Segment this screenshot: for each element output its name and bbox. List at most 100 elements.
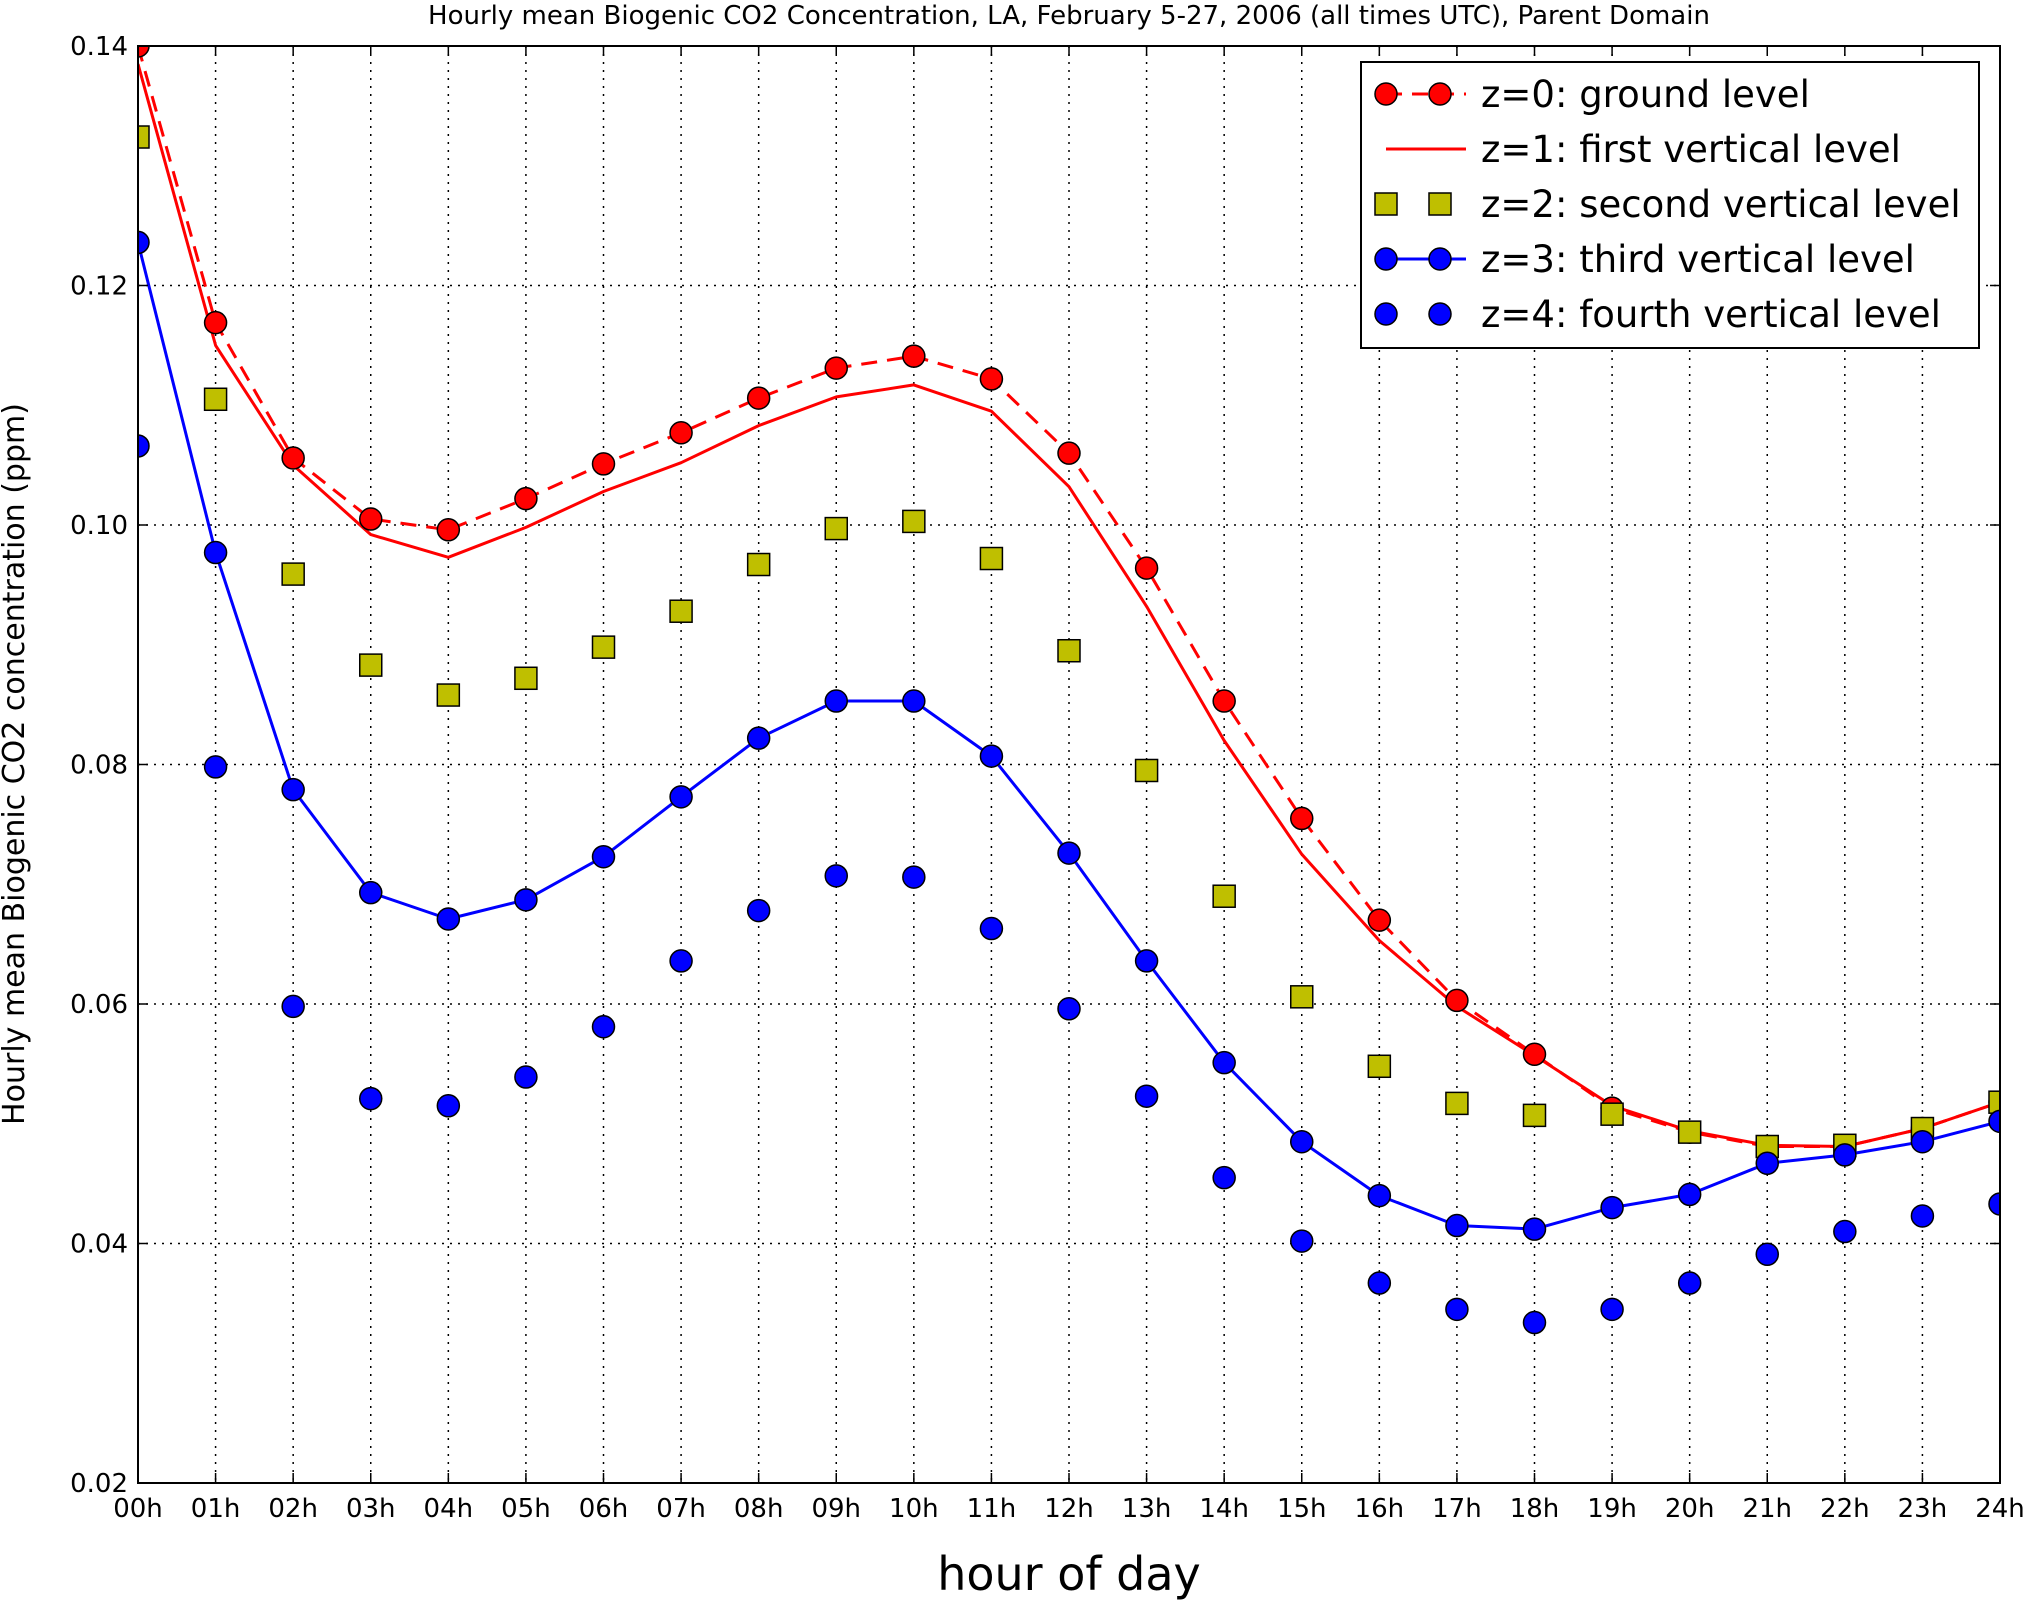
data-point xyxy=(281,994,305,1019)
data-point xyxy=(746,386,771,410)
data-point xyxy=(359,1086,383,1111)
data-point xyxy=(591,844,616,869)
legend-marker xyxy=(1428,247,1452,271)
data-point xyxy=(1522,1042,1547,1067)
data-point xyxy=(979,546,1004,571)
y-tick-label: 0.10 xyxy=(70,511,128,541)
x-tick-label: 08h xyxy=(734,1494,784,1524)
data-point xyxy=(746,726,771,750)
data-point xyxy=(1134,758,1159,783)
data-point xyxy=(1445,1213,1469,1238)
data-point xyxy=(1134,556,1159,580)
x-tick-label: 00h xyxy=(113,1494,163,1524)
data-point xyxy=(669,785,693,809)
data-point xyxy=(1988,1109,2000,1134)
data-point xyxy=(1677,1182,1702,1207)
data-point xyxy=(1057,841,1081,865)
legend-frame xyxy=(1360,61,1980,349)
x-tick-label: 14h xyxy=(1199,1494,1249,1524)
data-point xyxy=(1367,1183,1392,1208)
data-point xyxy=(902,689,926,713)
x-tick-label: 03h xyxy=(346,1494,396,1524)
data-point xyxy=(1290,1229,1314,1253)
y-tick-label: 0.02 xyxy=(70,1469,128,1499)
x-tick-label: 22h xyxy=(1820,1494,1870,1524)
x-tick-label: 13h xyxy=(1122,1494,1172,1524)
data-point xyxy=(979,916,1004,941)
x-tick-label: 21h xyxy=(1742,1494,1792,1524)
data-point xyxy=(203,755,228,779)
data-point xyxy=(824,689,848,713)
x-tick-label: 12h xyxy=(1044,1494,1094,1524)
data-point xyxy=(1290,806,1314,831)
legend-entry: z=2: second vertical level xyxy=(1374,183,1961,226)
legend-label: z=4: fourth vertical level xyxy=(1481,293,1941,336)
data-point xyxy=(591,452,616,476)
data-point xyxy=(1677,1271,1702,1295)
data-point xyxy=(359,880,383,905)
x-axis-label: hour of day xyxy=(937,1547,1201,1601)
data-point xyxy=(1057,638,1081,663)
data-point xyxy=(1988,1192,2000,1216)
series-4 xyxy=(138,434,2000,1335)
x-tick-label: 15h xyxy=(1277,1494,1327,1524)
data-point xyxy=(514,1065,538,1089)
legend-label: z=3: third vertical level xyxy=(1481,238,1915,281)
legend-marker xyxy=(1428,302,1452,326)
data-point xyxy=(979,367,1004,391)
legend-marker xyxy=(1374,247,1398,271)
data-point xyxy=(203,387,228,412)
x-tick-label: 11h xyxy=(967,1494,1017,1524)
data-point xyxy=(902,865,926,889)
data-point xyxy=(281,446,305,470)
legend-marker xyxy=(1428,82,1452,106)
legend-label: z=1: first vertical level xyxy=(1481,128,1901,171)
data-point xyxy=(138,434,150,458)
legend-label: z=2: second vertical level xyxy=(1481,183,1961,226)
data-point xyxy=(436,1094,461,1118)
series-3 xyxy=(138,230,2000,1241)
data-point xyxy=(1445,1297,1469,1322)
data-point xyxy=(359,653,383,677)
x-tick-label: 19h xyxy=(1587,1494,1637,1524)
y-tick-label: 0.14 xyxy=(70,32,128,62)
data-point xyxy=(979,744,1004,768)
legend-label: z=0: ground level xyxy=(1481,73,1810,116)
data-point xyxy=(1212,1050,1236,1075)
legend: z=0: ground level z=1: first vertical lev… xyxy=(1360,61,1980,349)
data-point xyxy=(591,635,616,659)
data-point xyxy=(669,599,693,623)
legend-entry: z=4: fourth vertical level xyxy=(1374,293,1941,336)
chart-title: Hourly mean Biogenic CO2 Concentration, … xyxy=(428,1,1710,31)
data-point xyxy=(514,888,538,912)
x-tick-label: 01h xyxy=(191,1494,241,1524)
data-point xyxy=(669,421,693,445)
legend-entry: z=3: third vertical level xyxy=(1374,238,1915,281)
data-point xyxy=(436,907,461,931)
data-point xyxy=(1833,1143,1857,1167)
x-tick-label: 20h xyxy=(1665,1494,1715,1524)
data-point xyxy=(1600,1297,1624,1322)
data-point xyxy=(1522,1103,1547,1128)
legend-marker xyxy=(1374,82,1398,106)
x-tick-label: 02h xyxy=(268,1494,318,1524)
data-point xyxy=(281,777,305,802)
x-tick-label: 05h xyxy=(501,1494,551,1524)
x-tick-label: 07h xyxy=(656,1494,706,1524)
x-tick-label: 16h xyxy=(1355,1494,1405,1524)
data-point xyxy=(591,1015,616,1039)
data-point xyxy=(824,516,848,541)
x-tick-label: 09h xyxy=(811,1494,861,1524)
data-point xyxy=(902,509,926,534)
x-tick-label: 10h xyxy=(889,1494,939,1524)
data-point xyxy=(1755,1242,1779,1267)
y-axis-label: Hourly mean Biogenic CO2 concentration (… xyxy=(0,403,32,1125)
data-point xyxy=(1910,1204,1935,1228)
data-point xyxy=(1910,1129,1935,1154)
data-point xyxy=(1755,1151,1779,1176)
data-point xyxy=(1522,1217,1547,1241)
data-point xyxy=(824,864,848,888)
data-point xyxy=(1677,1120,1702,1144)
data-point xyxy=(1290,1129,1314,1154)
